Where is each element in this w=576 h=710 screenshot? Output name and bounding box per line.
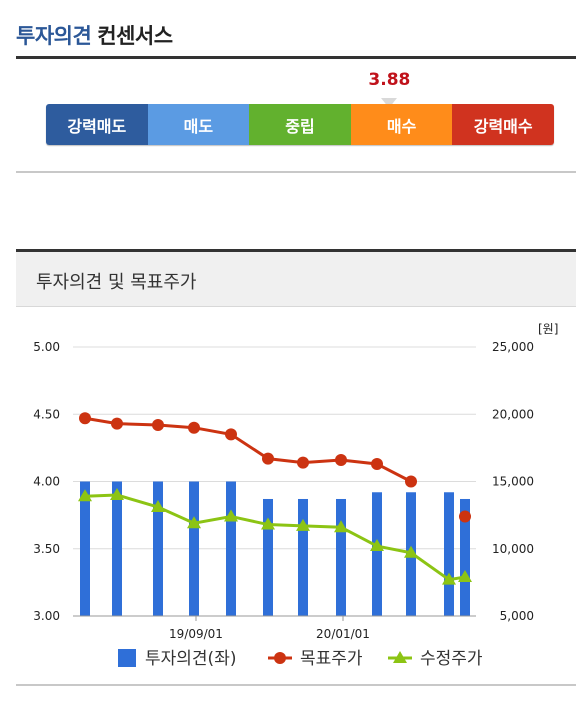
gauge-segment-neutral: 중립 — [249, 104, 351, 145]
data-point — [335, 453, 347, 466]
legend-marker — [274, 652, 286, 664]
left-tick-label: 5.00 — [33, 340, 60, 354]
right-tick-label: 10,000 — [492, 542, 534, 556]
bar — [112, 481, 122, 616]
data-point — [370, 539, 384, 552]
gauge-label: 매수 — [386, 116, 417, 136]
data-point — [405, 475, 417, 488]
data-point — [296, 518, 310, 531]
data-point — [404, 545, 418, 558]
consensus-score: 3.88 — [368, 70, 411, 90]
bottom-divider — [16, 684, 576, 686]
gauge-segment-strong-buy: 강력매수 — [452, 104, 554, 145]
gauge-label: 매도 — [183, 116, 214, 136]
page-title-rest: 컨센서스 — [97, 24, 173, 48]
legend-label: 목표주가 — [300, 649, 363, 669]
bar — [298, 498, 308, 616]
legend-marker — [393, 651, 407, 663]
chart-panel-header: 투자의견 및 목표주가 — [16, 249, 576, 307]
consensus-gauge: 강력매도 매도 중립 매수 강력매수 — [46, 104, 554, 145]
left-tick-label: 3.50 — [33, 542, 60, 556]
data-point — [371, 458, 383, 471]
left-tick-label: 3.00 — [33, 609, 60, 623]
chart-panel-title: 투자의견 및 목표주가 — [36, 272, 197, 293]
legend-bar-swatch — [118, 649, 136, 667]
gauge-label: 중립 — [285, 116, 315, 136]
data-point — [78, 489, 92, 502]
page-title: 투자의견 컨센서스 — [16, 20, 173, 50]
bar — [263, 498, 273, 616]
data-point — [224, 509, 238, 522]
bar — [80, 481, 90, 616]
bar — [460, 498, 470, 616]
data-point — [442, 572, 456, 585]
data-point — [459, 510, 471, 523]
gauge-segment-buy: 매수 — [350, 104, 453, 145]
x-tick-label: 19/09/01 — [169, 627, 223, 641]
data-point — [225, 428, 237, 441]
bar — [189, 481, 199, 616]
gauge-label: 강력매도 — [67, 116, 127, 136]
data-point — [262, 452, 274, 465]
legend-label: 투자의견(좌) — [145, 649, 236, 669]
gauge-segment-strong-sell: 강력매도 — [46, 104, 148, 145]
bar — [336, 498, 346, 616]
data-point — [111, 417, 123, 430]
data-point — [110, 487, 124, 500]
data-point — [79, 412, 91, 425]
data-point — [261, 517, 275, 530]
bar — [153, 481, 163, 616]
left-tick-label: 4.00 — [33, 475, 60, 489]
data-point — [297, 456, 309, 469]
right-tick-label: 20,000 — [492, 407, 534, 421]
bar — [372, 492, 382, 616]
gauge-label: 강력매수 — [473, 116, 533, 136]
left-tick-label: 4.50 — [33, 407, 60, 421]
bar — [226, 481, 236, 616]
gauge-segment-sell: 매도 — [147, 104, 250, 145]
data-point — [458, 569, 472, 582]
series-line — [84, 416, 412, 483]
bar — [444, 492, 454, 616]
header-divider — [16, 56, 576, 59]
section-divider — [16, 171, 576, 173]
data-point — [152, 419, 164, 432]
data-point — [334, 520, 348, 533]
right-tick-label: 5,000 — [500, 609, 534, 623]
right-tick-label: 25,000 — [492, 340, 534, 354]
data-point — [188, 421, 200, 434]
x-tick-label: 20/01/01 — [316, 627, 370, 641]
right-axis-unit: [원] — [538, 322, 558, 336]
consensus-marker-icon — [381, 98, 398, 108]
data-point — [187, 516, 201, 529]
legend-label: 수정주가 — [420, 649, 483, 669]
right-tick-label: 15,000 — [492, 475, 534, 489]
page-title-highlight: 투자의견 — [16, 24, 92, 48]
data-point — [151, 500, 165, 513]
